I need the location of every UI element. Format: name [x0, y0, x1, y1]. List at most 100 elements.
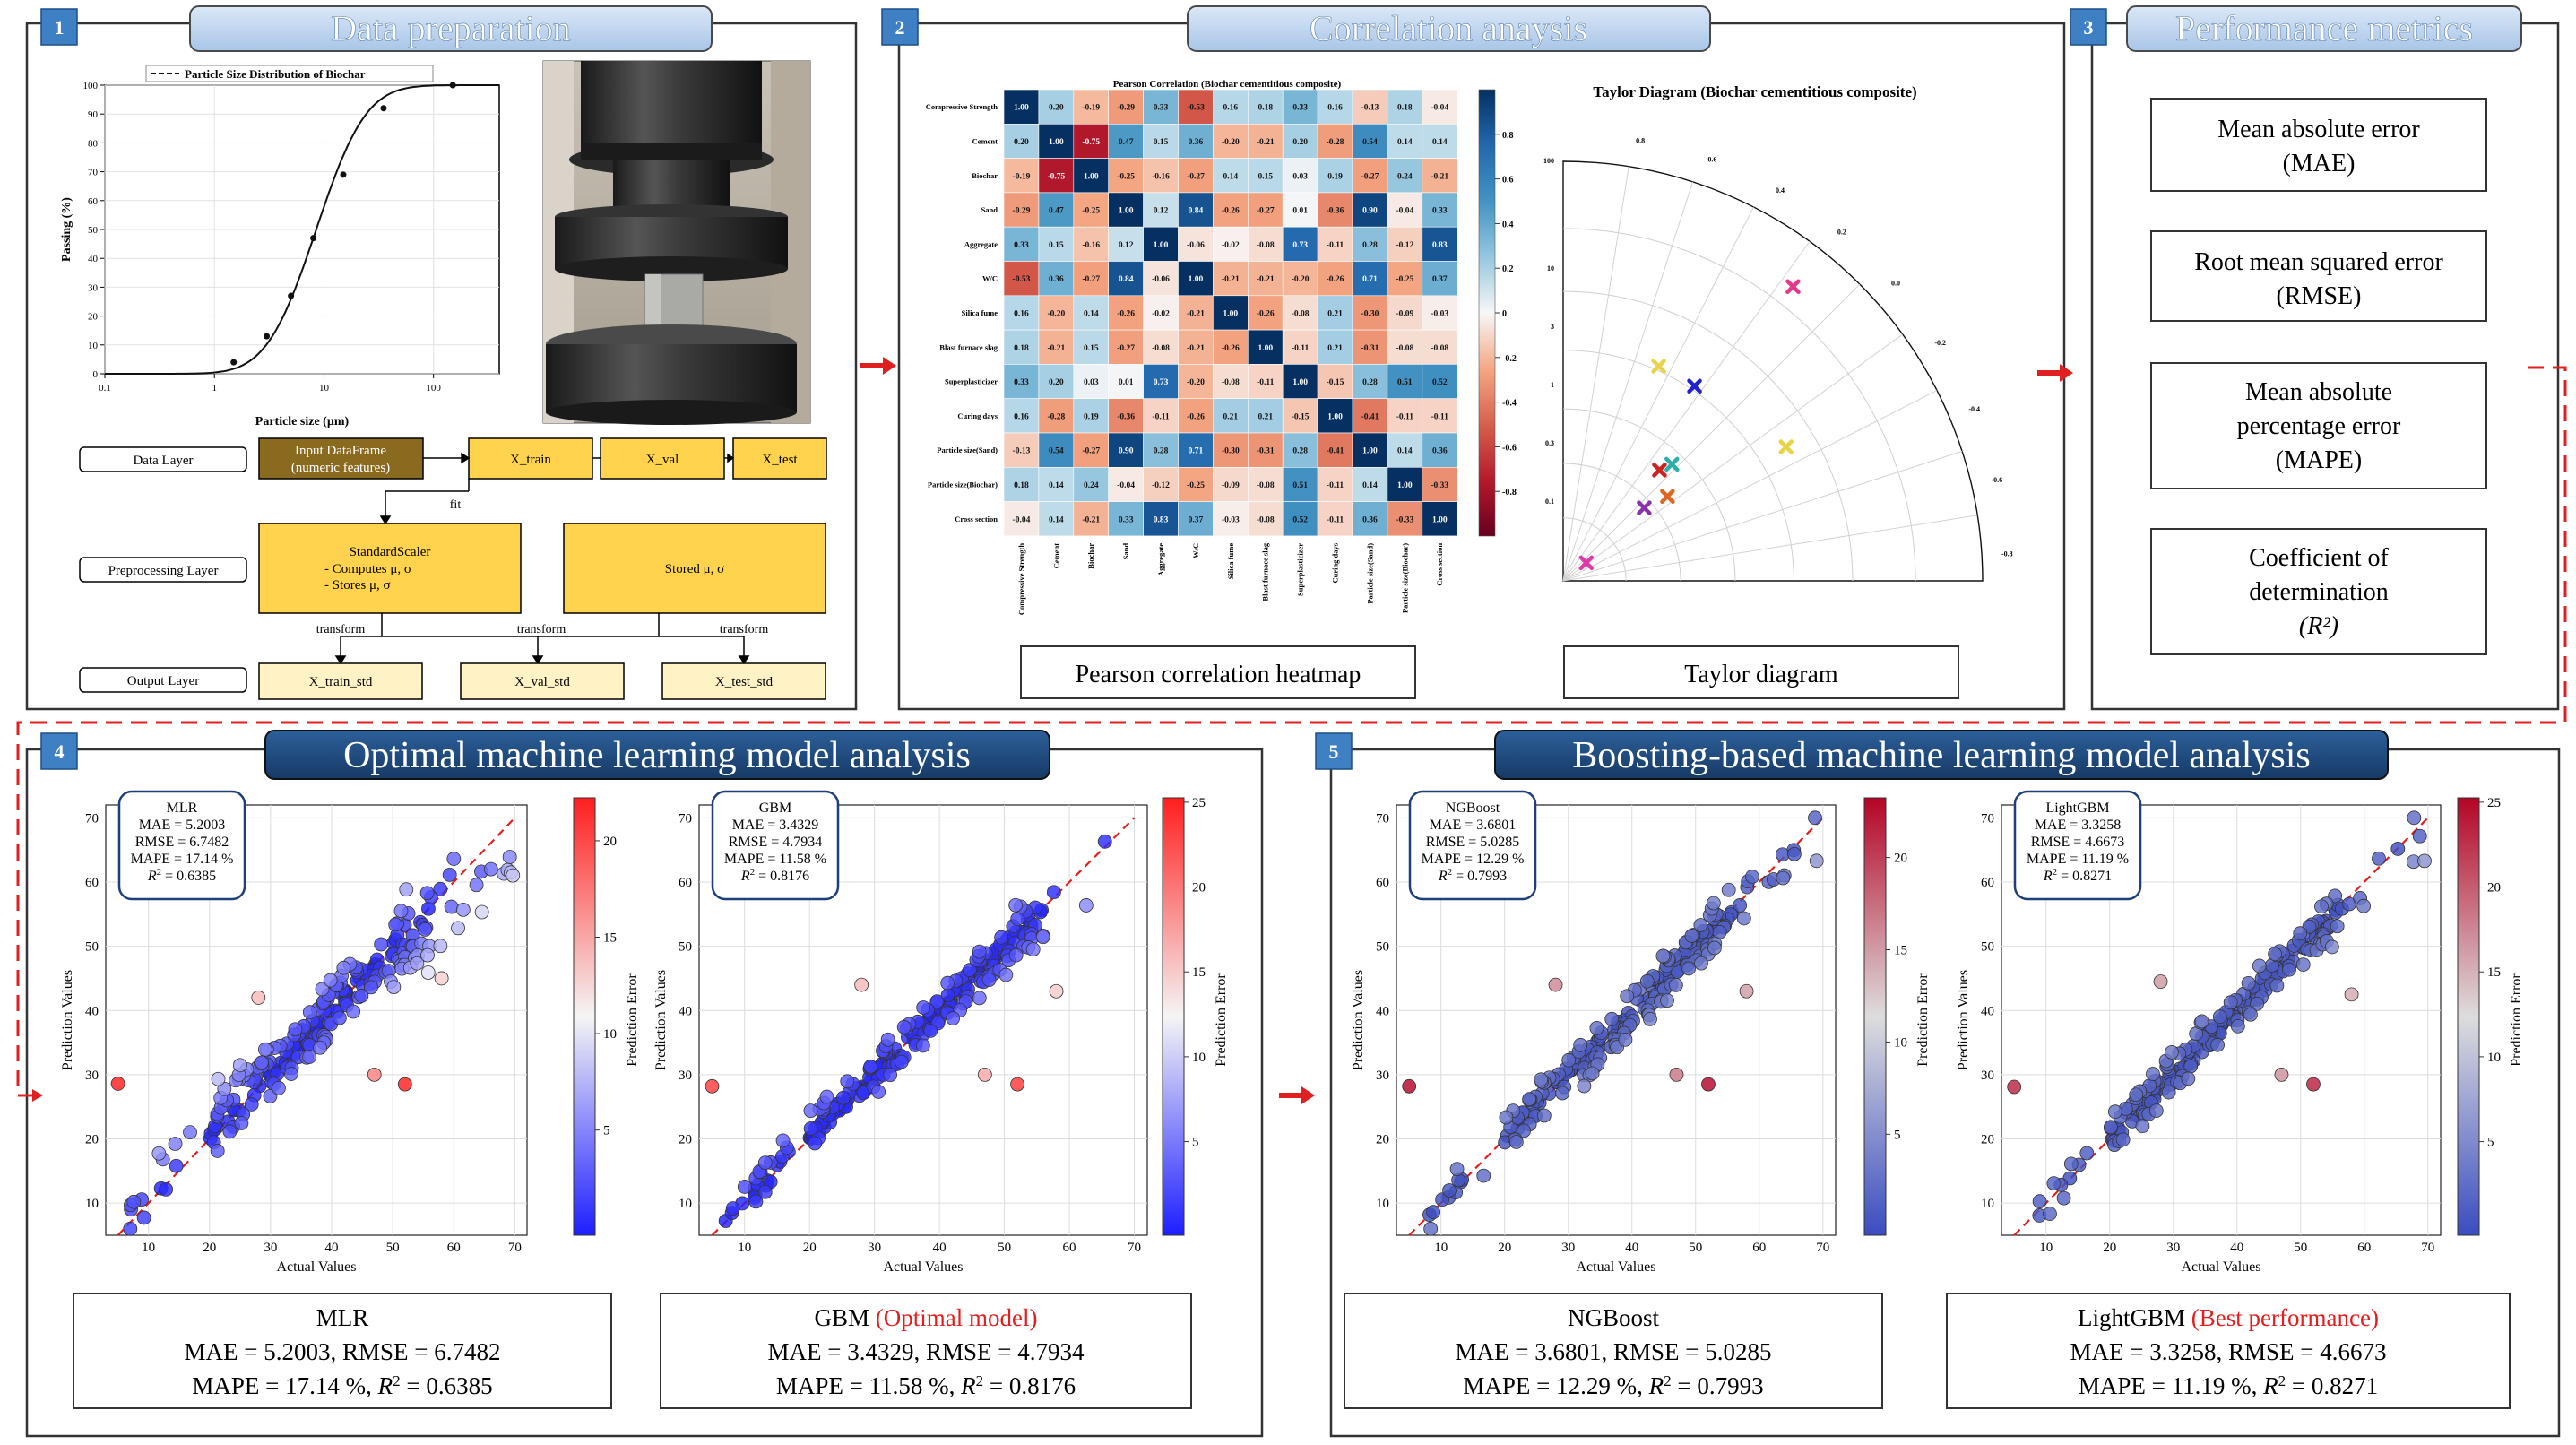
heatmap-cell-value: 0.16	[1014, 309, 1029, 318]
scatter-point	[1809, 853, 1824, 869]
scatter-ytick-label: 50	[679, 940, 692, 955]
scatter-point	[981, 973, 997, 987]
colorbar-tick-label: 0.4	[1502, 220, 1514, 229]
scatter-point	[2056, 1190, 2071, 1206]
x-test-std-box	[661, 662, 826, 700]
psd-point	[230, 359, 238, 366]
metric-mape-line-2: percentage error	[2237, 412, 2401, 440]
in-plot-metric-line: MAPE = 11.58 %	[724, 852, 826, 867]
scatter-point	[803, 1103, 818, 1119]
panel-3-title: Performance metrics	[2175, 8, 2473, 48]
heatmap-cell	[1038, 158, 1075, 194]
summary-r2-value: = 0.8176	[983, 1372, 1076, 1399]
scatter-point	[1655, 948, 1671, 964]
scatter-ytick-label: 10	[679, 1197, 692, 1211]
scatter-point	[2181, 1071, 2196, 1086]
stored-stats-box	[563, 523, 826, 614]
scatter-point	[1745, 870, 1759, 884]
scatter-point	[315, 982, 330, 997]
scatter-point	[1097, 834, 1112, 849]
panel-1-header: 1 Data preparation	[40, 5, 713, 52]
scatter-point	[2324, 939, 2339, 955]
heatmap-colorbar	[1478, 89, 1496, 537]
scatter-point	[1808, 810, 1822, 826]
scatter-point	[2115, 1132, 2131, 1147]
scatter-point	[420, 965, 436, 980]
scatter-point	[2252, 958, 2267, 973]
metric-mae-line-1: Mean absolute error	[2217, 116, 2420, 143]
scatter-point	[2417, 853, 2432, 869]
heatmap-cell	[1003, 192, 1040, 228]
error-colorbar	[1863, 797, 1887, 1236]
in-plot-metric-line: MAE = 3.4329	[732, 818, 819, 833]
heatmap-cell-value: -0.08	[1257, 481, 1275, 490]
scatter-point	[123, 1221, 138, 1236]
heatmap-cell	[1282, 295, 1318, 331]
scatter-point	[1426, 1205, 1441, 1220]
scatter-point	[1604, 1011, 1620, 1026]
heatmap-cell-value: 0.14	[1432, 138, 1448, 147]
heatmap-cell-value: 0.33	[1119, 515, 1134, 524]
heatmap-cell	[1143, 398, 1179, 434]
scatter-ytick-label: 40	[85, 1004, 99, 1018]
x-test-std-label: X_test_std	[715, 675, 774, 689]
scatter-ytick-label: 30	[1981, 1069, 1994, 1083]
heatmap-cell-value: 0.33	[1154, 104, 1169, 113]
heatmap-cell-value: 0.71	[1189, 447, 1204, 456]
scatter-ytick-label: 50	[1376, 940, 1389, 955]
heatmap-cell	[1352, 192, 1388, 228]
scatter-ytick-label: 60	[85, 876, 99, 890]
heatmap-cell-value: -0.27	[1082, 275, 1100, 284]
heatmap-cell-value: -0.27	[1257, 207, 1275, 216]
psd-point	[380, 105, 387, 112]
scatter-point	[420, 947, 435, 963]
x-test-label: X_test	[762, 453, 798, 467]
heatmap-cell	[1282, 192, 1318, 228]
heatmap-cell-value: 0.14	[1223, 172, 1239, 181]
metric-r2-line-1: Coefficient of	[2249, 544, 2389, 572]
taylor-grid: 0.8 0.6 0.4 0.2 0.0 -0.2 -0.4 -0.6 -0.8 100 10 3 1 0.…	[1543, 136, 2013, 582]
scatter-point	[1721, 882, 1736, 897]
heatmap-column-label: Sand	[1121, 543, 1130, 560]
scatter-point	[2314, 899, 2329, 914]
heatmap-cell	[1352, 158, 1388, 194]
taylor-angle-label: -0.4	[1968, 405, 1980, 413]
heatmap-cell	[1003, 501, 1040, 537]
scatter-point	[2230, 1018, 2245, 1034]
scatter-ytick-label: 60	[1376, 876, 1389, 890]
heatmap-cell	[1248, 466, 1284, 502]
heatmap-cell-value: 0.14	[1397, 447, 1413, 456]
scatter-point	[1733, 898, 1748, 913]
heatmap-cell	[1073, 432, 1110, 468]
heatmap-cell	[1143, 226, 1179, 262]
taylor-angle-label: -0.2	[1934, 339, 1946, 347]
taylor-spoke	[1562, 166, 1629, 582]
psd-ytick-label: 50	[88, 225, 99, 236]
psd-point	[449, 82, 456, 89]
summary-model-highlight: (Best performance)	[2185, 1304, 2379, 1331]
heatmap-cell	[1213, 466, 1249, 502]
scatter-point	[2342, 896, 2356, 912]
heatmap-cell	[1317, 466, 1353, 502]
scatter-point	[283, 1067, 298, 1081]
taylor-spoke	[1562, 450, 1963, 582]
heatmap-cell-value: -0.08	[1292, 309, 1310, 318]
taylor-spoke	[1562, 333, 1903, 582]
heatmap-column-labels: Compressive Strength Cement Biochar Sand Agg…	[1016, 542, 1444, 615]
standard-scaler-line-2: - Stores μ, σ	[324, 578, 391, 593]
heatmap-column-label: Particle size(Sand)	[1365, 543, 1374, 604]
summary-model-label: GBM	[815, 1304, 870, 1331]
scatter-xtick-label: 60	[1752, 1241, 1766, 1255]
psd-tick-labels: 0 10 20 30 40 50 60 70 80 90 100 0.1 1 10 100	[83, 81, 442, 394]
taylor-angle-label: 0.4	[1776, 186, 1785, 195]
heatmap-cell	[1038, 432, 1075, 468]
colorbar-label: Prediction Error	[1915, 973, 1931, 1067]
scatter-xtick-label: 10	[1434, 1241, 1448, 1255]
scatter-point	[397, 1077, 412, 1092]
heatmap-cell-value: -0.11	[1292, 344, 1310, 353]
panel-5-header: 5 Boosting-based machine learning model …	[1315, 730, 2389, 780]
scatter-point	[272, 1080, 286, 1095]
input-dataframe-line-1: Input DataFrame	[295, 444, 386, 458]
scatter-point	[302, 1050, 316, 1064]
heatmap-cell-value: -0.08	[1431, 344, 1448, 353]
